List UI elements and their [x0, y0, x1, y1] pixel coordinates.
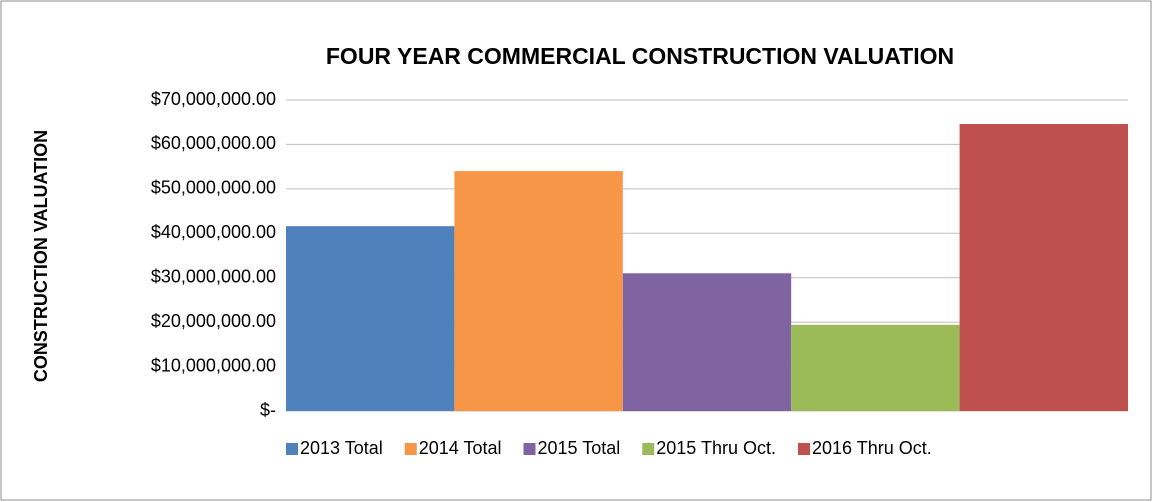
y-tick-label: $- — [260, 400, 276, 420]
y-tick-label: $20,000,000.00 — [151, 311, 276, 331]
legend-label: 2015 Total — [538, 438, 621, 458]
bar — [286, 226, 455, 411]
legend-swatch — [286, 443, 298, 455]
legend-label: 2015 Thru Oct. — [656, 438, 776, 458]
y-tick-label: $70,000,000.00 — [151, 89, 276, 109]
y-axis-label: CONSTRUCTION VALUATION — [31, 130, 51, 382]
bar — [959, 123, 1128, 412]
bar — [454, 171, 623, 411]
y-tick-label: $10,000,000.00 — [151, 355, 276, 375]
legend-swatch — [523, 443, 536, 455]
legend-swatch — [642, 443, 655, 455]
y-tick-label: $30,000,000.00 — [151, 266, 276, 286]
chart-title: FOUR YEAR COMMERCIAL CONSTRUCTION VALUAT… — [326, 43, 954, 69]
y-tick-label: $40,000,000.00 — [151, 222, 276, 242]
legend-label: 2014 Total — [419, 438, 502, 458]
bar — [622, 273, 792, 411]
legend-swatch — [404, 443, 417, 455]
y-tick-label: $60,000,000.00 — [151, 133, 276, 153]
bar — [791, 324, 960, 411]
legend-swatch — [797, 443, 810, 455]
legend-label: 2016 Thru Oct. — [812, 438, 932, 458]
legend-label: 2013 Total — [300, 438, 383, 458]
y-tick-label: $50,000,000.00 — [151, 178, 276, 198]
